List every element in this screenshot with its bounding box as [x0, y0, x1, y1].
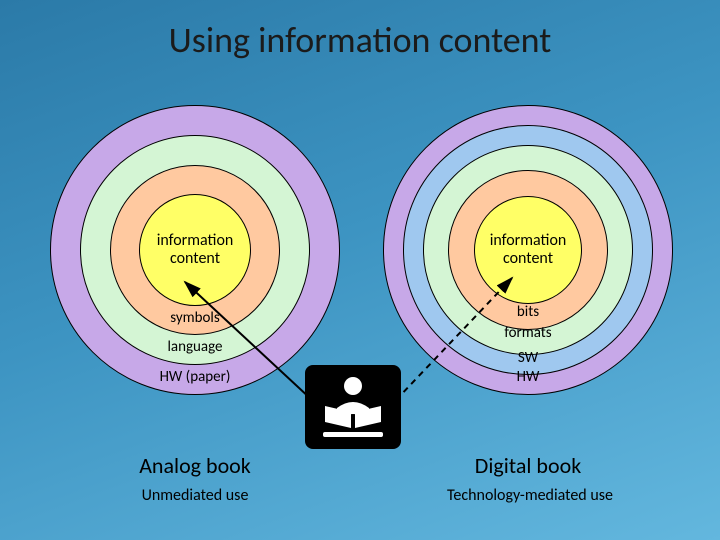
right-book-title: Digital book	[413, 452, 643, 479]
right-book-sub: Technology-mediated use	[380, 486, 680, 505]
left-book-title: Analog book	[80, 452, 310, 479]
arrow-left	[185, 282, 312, 400]
slide: Using information content information co…	[0, 0, 720, 540]
arrow-right	[396, 278, 512, 400]
left-book-sub: Unmediated use	[80, 486, 310, 505]
